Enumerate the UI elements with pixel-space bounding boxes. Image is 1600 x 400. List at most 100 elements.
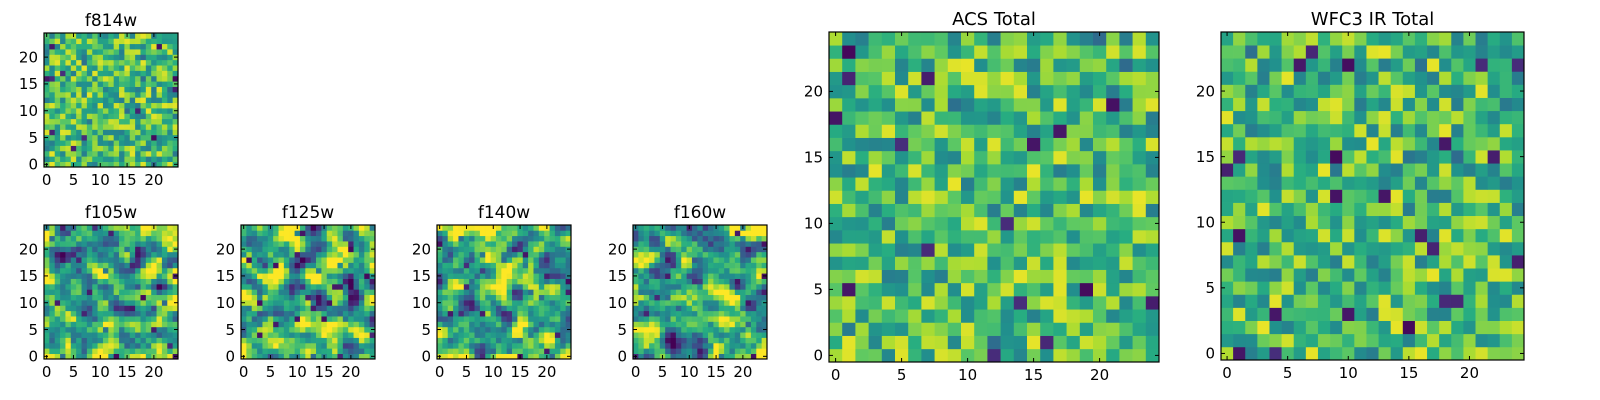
heatmap-cell bbox=[895, 335, 909, 350]
heatmap-cell bbox=[348, 305, 354, 312]
heatmap-cell bbox=[76, 113, 82, 120]
heatmap-cell bbox=[565, 225, 572, 231]
heatmap-cell bbox=[172, 43, 179, 50]
heatmap-cell bbox=[1093, 269, 1107, 284]
heatmap-cell bbox=[659, 262, 666, 269]
heatmap-cell bbox=[638, 310, 645, 317]
heatmap-cell bbox=[895, 243, 909, 257]
heatmap-cell bbox=[1053, 150, 1067, 165]
heatmap-cell bbox=[495, 289, 502, 296]
heatmap-cell bbox=[54, 267, 61, 274]
heatmap-cell bbox=[278, 332, 285, 338]
heatmap-cell bbox=[1132, 309, 1147, 323]
heatmap-cell bbox=[129, 49, 136, 55]
heatmap-cell bbox=[560, 257, 566, 263]
heatmap-cell bbox=[326, 246, 333, 253]
heatmap-cell bbox=[316, 262, 322, 269]
heatmap-cell bbox=[81, 70, 88, 77]
heatmap-cell bbox=[278, 235, 285, 242]
y-tick-label: 5 bbox=[813, 281, 823, 299]
heatmap-cell bbox=[740, 326, 746, 333]
heatmap-cell bbox=[868, 124, 883, 138]
heatmap-cell bbox=[961, 32, 975, 46]
heatmap-cell bbox=[447, 326, 454, 333]
heatmap-cell bbox=[135, 108, 141, 114]
heatmap-cell bbox=[1119, 216, 1133, 231]
heatmap-cell bbox=[151, 230, 157, 237]
heatmap-cell bbox=[868, 190, 883, 204]
heatmap-cell bbox=[326, 251, 333, 258]
heatmap-cell bbox=[512, 342, 518, 349]
heatmap-cell bbox=[1499, 307, 1513, 321]
heatmap-cell bbox=[86, 140, 93, 146]
heatmap-cell bbox=[745, 273, 752, 279]
heatmap-cell bbox=[654, 337, 661, 344]
heatmap-cell bbox=[92, 161, 98, 168]
heatmap-cell bbox=[1354, 45, 1367, 59]
heatmap-cell bbox=[659, 326, 666, 333]
heatmap-cell bbox=[86, 145, 93, 152]
heatmap-cell bbox=[528, 316, 534, 322]
heatmap-cell bbox=[538, 332, 545, 338]
heatmap-cell bbox=[1317, 346, 1331, 361]
heatmap-cell bbox=[129, 59, 136, 66]
heatmap-cell bbox=[560, 337, 566, 344]
heatmap-cell bbox=[1000, 58, 1015, 72]
heatmap-cell bbox=[987, 98, 1001, 112]
heatmap-cell bbox=[172, 75, 179, 82]
heatmap-cell bbox=[1511, 202, 1525, 217]
heatmap-cell bbox=[102, 353, 109, 360]
heatmap-cell bbox=[1439, 333, 1452, 348]
heatmap-cell bbox=[1257, 346, 1270, 361]
heatmap-cell bbox=[246, 251, 253, 258]
heatmap-cell bbox=[881, 256, 896, 270]
heatmap-cell bbox=[1233, 58, 1246, 72]
heatmap-cell bbox=[1511, 45, 1525, 59]
heatmap-cell bbox=[124, 140, 131, 146]
heatmap-cell bbox=[102, 278, 109, 285]
heatmap-cell bbox=[713, 342, 720, 349]
heatmap-cell bbox=[1281, 241, 1295, 256]
heatmap-cell bbox=[659, 305, 666, 312]
heatmap-cell bbox=[49, 235, 56, 242]
heatmap-cell bbox=[140, 65, 147, 71]
heatmap-cell bbox=[1305, 136, 1319, 151]
heatmap-cell bbox=[447, 257, 454, 263]
heatmap-cell bbox=[740, 337, 746, 344]
heatmap-cell bbox=[560, 348, 566, 354]
heatmap-cell bbox=[560, 353, 566, 360]
heatmap-cell bbox=[108, 337, 115, 344]
heatmap-cell bbox=[458, 273, 465, 279]
heatmap-cell bbox=[294, 251, 301, 258]
heatmap-cell bbox=[1132, 137, 1147, 152]
heatmap-cell bbox=[49, 108, 56, 114]
heatmap-cell bbox=[734, 267, 741, 274]
heatmap-cell bbox=[305, 326, 312, 333]
heatmap-cell bbox=[987, 348, 1001, 363]
heatmap-cell bbox=[961, 309, 975, 323]
heatmap-cell bbox=[947, 84, 962, 99]
heatmap-cell bbox=[469, 326, 475, 333]
heatmap-cell bbox=[257, 316, 263, 322]
heatmap-cell bbox=[332, 273, 338, 279]
heatmap-cell bbox=[1305, 307, 1319, 321]
heatmap-cell bbox=[517, 342, 524, 349]
heatmap-cell bbox=[145, 262, 152, 269]
heatmap-cell bbox=[1390, 202, 1404, 217]
heatmap-cell bbox=[675, 300, 682, 306]
heatmap-cell bbox=[987, 335, 1001, 350]
heatmap-cell bbox=[108, 230, 115, 237]
heatmap-cell bbox=[86, 124, 93, 130]
heatmap-cell bbox=[501, 241, 508, 247]
heatmap-cell bbox=[1451, 307, 1464, 321]
heatmap-cell bbox=[1053, 243, 1067, 257]
heatmap-cell bbox=[654, 348, 661, 354]
heatmap-cell bbox=[1221, 189, 1234, 203]
heatmap-cell bbox=[326, 300, 333, 306]
heatmap-cell bbox=[506, 225, 513, 231]
heatmap-cell bbox=[129, 124, 136, 130]
heatmap-cell bbox=[974, 230, 988, 244]
heatmap-cell bbox=[453, 262, 459, 269]
heatmap-cell bbox=[348, 257, 354, 263]
heatmap-cell bbox=[681, 262, 687, 269]
